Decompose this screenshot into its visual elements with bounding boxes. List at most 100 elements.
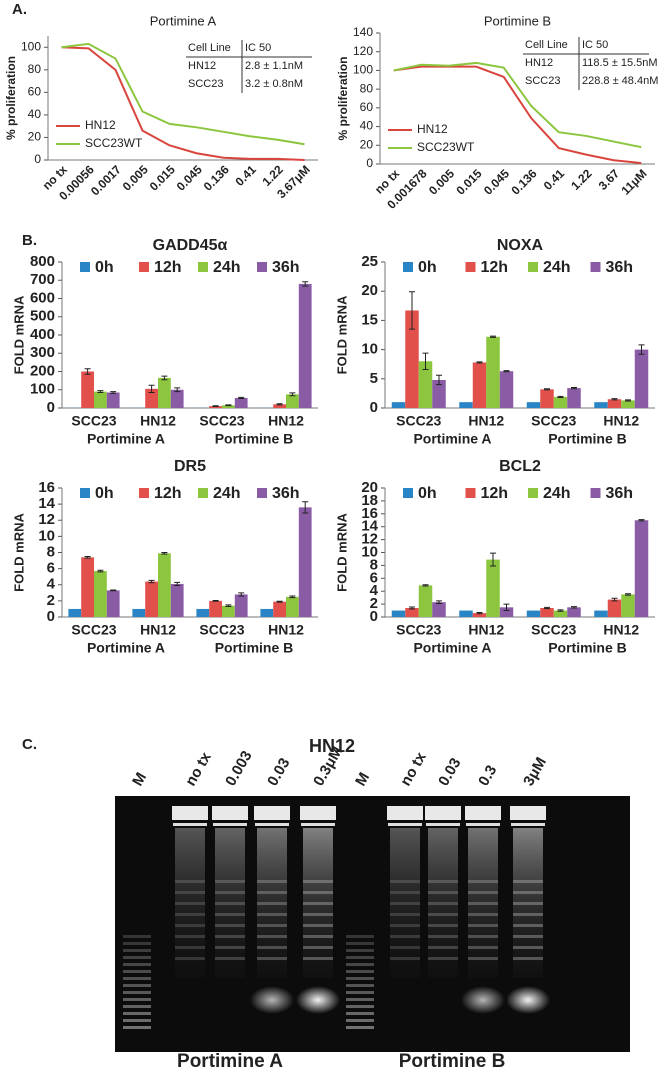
gel-band: [513, 880, 543, 883]
gel-band: [175, 924, 205, 927]
error-bar: [436, 374, 442, 386]
gel-well: [465, 806, 501, 820]
y-tick-label: 10: [361, 543, 378, 560]
error-bar: [544, 606, 550, 610]
legend-label: 0h: [95, 259, 114, 276]
lane-label: 0.03: [264, 755, 293, 789]
gel-band: [428, 946, 458, 949]
y-tick-label: 40: [360, 119, 374, 133]
legend-label: 12h: [481, 259, 509, 276]
lane-label: no tx: [182, 749, 215, 789]
y-tick-label: 800: [30, 253, 55, 270]
gel-title: HN12: [309, 736, 355, 756]
gel-band: [428, 902, 458, 905]
error-bar: [212, 599, 219, 602]
legend-label: 36h: [606, 259, 634, 276]
error-bar: [110, 391, 117, 394]
bar: [526, 610, 541, 617]
gel-band: [468, 880, 498, 883]
bar: [486, 336, 500, 408]
bar: [607, 599, 622, 617]
error-bar: [638, 344, 645, 355]
chart-title: NOXA: [497, 237, 544, 254]
x-tick-label: 0.015: [147, 162, 178, 193]
bar: [158, 553, 171, 617]
bar: [106, 590, 120, 617]
error-bar: [638, 519, 645, 522]
error-bar: [571, 606, 577, 609]
gel-band: [257, 957, 287, 960]
data-line: [393, 61, 642, 149]
error-bar: [611, 597, 618, 602]
legend-swatch: [139, 262, 149, 272]
y-tick-label: 60: [28, 85, 42, 99]
table-cell: 3.2 ± 0.8nM: [245, 78, 303, 90]
legend-label: 36h: [272, 485, 300, 502]
gel-band: [346, 949, 374, 952]
bar: [170, 583, 184, 617]
y-tick-label: 80: [360, 81, 374, 95]
error-bar: [503, 603, 510, 612]
table-cell: SCC23: [188, 78, 223, 90]
gel-band: [257, 891, 287, 894]
lane-label: no tx: [397, 749, 430, 789]
gel-band: [215, 946, 245, 949]
error-bar: [276, 403, 283, 406]
gel-band: [426, 823, 460, 826]
legend-label: 0h: [418, 259, 437, 276]
chart-title: BCL2: [499, 458, 541, 475]
error-bar: [148, 384, 155, 393]
error-bar: [476, 611, 483, 615]
y-tick-label: 600: [30, 289, 55, 306]
x-tick-label: 0.41: [232, 162, 259, 189]
bar: [81, 371, 94, 408]
y-axis-label: FOLD mRNA: [334, 513, 349, 592]
y-axis-label: FOLD mRNA: [334, 295, 349, 374]
error-bar: [490, 552, 496, 567]
gel-smear: [257, 828, 287, 978]
x-tick-label: SCC23: [531, 622, 576, 638]
gel-band: [123, 984, 151, 987]
group-label: Portimine A: [87, 640, 165, 656]
table-cell: SCC23: [525, 75, 560, 87]
legend-swatch: [80, 262, 90, 272]
bar: [567, 607, 581, 617]
gel-blob: [250, 986, 294, 1014]
bar: [106, 392, 120, 408]
gel-band: [175, 935, 205, 938]
error-bar: [276, 600, 283, 603]
gel-band: [215, 913, 245, 916]
bar: [391, 402, 406, 408]
y-tick-label: 140: [353, 25, 373, 39]
group-label: Portimine A: [413, 431, 491, 447]
gel-band: [123, 1026, 151, 1029]
bar: [68, 608, 82, 617]
y-tick-label: 700: [30, 271, 55, 288]
x-tick-label: 0.41: [541, 166, 568, 193]
gel-band: [346, 1026, 374, 1029]
group-label: Portimine A: [87, 431, 165, 447]
gel-band: [346, 984, 374, 987]
table-cell: HN12: [525, 57, 553, 69]
bar: [594, 610, 608, 617]
gel-smear: [428, 828, 458, 978]
gel-smear: [303, 828, 333, 978]
x-tick-label: 0.136: [508, 166, 539, 197]
error-bar: [571, 387, 577, 390]
legend-swatch: [403, 262, 413, 272]
x-tick-label: 0.015: [453, 166, 484, 197]
y-tick-label: 20: [361, 282, 378, 299]
bar: [540, 389, 554, 408]
bar: [145, 388, 158, 408]
bar: [81, 557, 94, 617]
bar: [234, 397, 248, 408]
x-tick-label: 0.005: [426, 166, 457, 197]
y-tick-label: 15: [361, 311, 378, 328]
gel-band: [513, 946, 543, 949]
bar: [432, 379, 446, 408]
gel-band: [346, 935, 374, 938]
bar: [234, 594, 248, 617]
gel-band: [428, 913, 458, 916]
bar: [553, 610, 568, 617]
legend-swatch: [590, 262, 601, 272]
